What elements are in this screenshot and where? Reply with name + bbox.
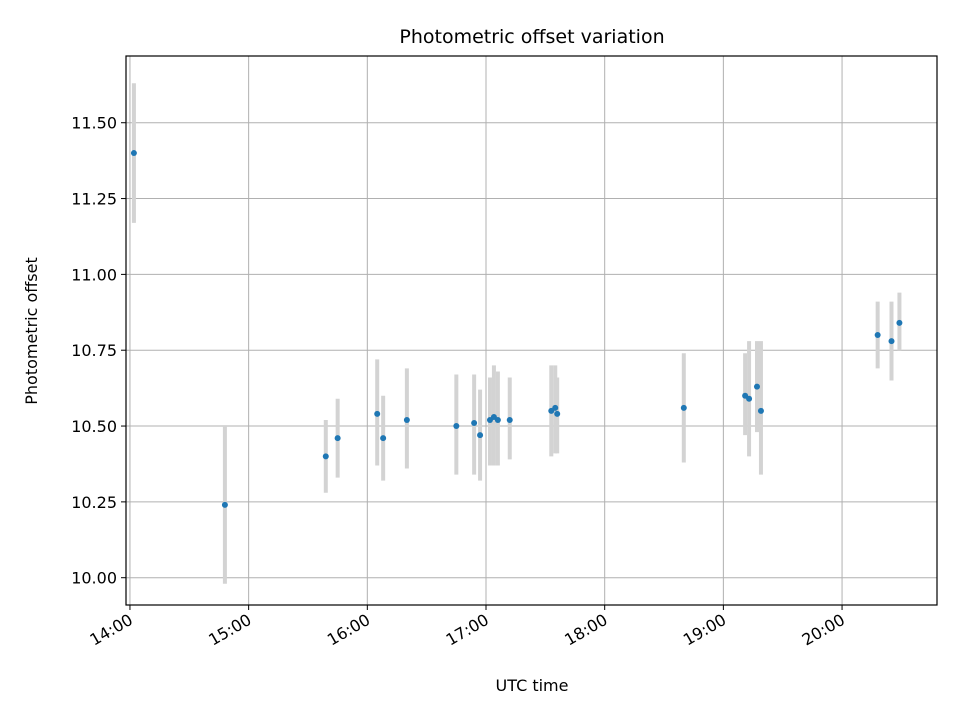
data-point	[403, 416, 410, 423]
data-point	[552, 404, 559, 411]
grid	[126, 56, 937, 605]
y-tick-label: 11.50	[71, 114, 117, 133]
chart-title: Photometric offset variation	[399, 26, 664, 48]
data-point	[471, 420, 478, 427]
y-tick-label: 11.25	[71, 190, 117, 209]
data-point	[494, 416, 501, 423]
data-point	[896, 319, 903, 326]
data-point	[453, 423, 460, 430]
y-tick-label: 10.25	[71, 493, 117, 512]
data-point	[888, 338, 895, 345]
data-point	[746, 395, 753, 402]
data-point	[334, 435, 341, 442]
data-point	[374, 410, 381, 417]
y-axis-ticks: 10.00 10.25 10.50 10.75 11.00 11.25 11.50	[71, 114, 126, 588]
data-point	[130, 150, 137, 157]
data-point	[477, 432, 484, 439]
data-point	[753, 383, 760, 390]
data-point	[757, 407, 764, 414]
y-axis-label: Photometric offset	[22, 257, 41, 405]
y-tick-label: 10.00	[71, 569, 117, 588]
y-tick-label: 10.50	[71, 417, 117, 436]
y-tick-label: 11.00	[71, 265, 117, 284]
data-point	[380, 435, 387, 442]
data-point	[554, 410, 561, 417]
plot-frame	[125, 55, 938, 606]
data-point	[680, 404, 687, 411]
x-axis-label: UTC time	[496, 676, 569, 695]
data-point	[506, 416, 513, 423]
data-point	[322, 453, 329, 460]
y-tick-label: 10.75	[71, 341, 117, 360]
data-point	[874, 332, 881, 339]
data-points	[130, 150, 903, 508]
data-point	[221, 501, 228, 508]
